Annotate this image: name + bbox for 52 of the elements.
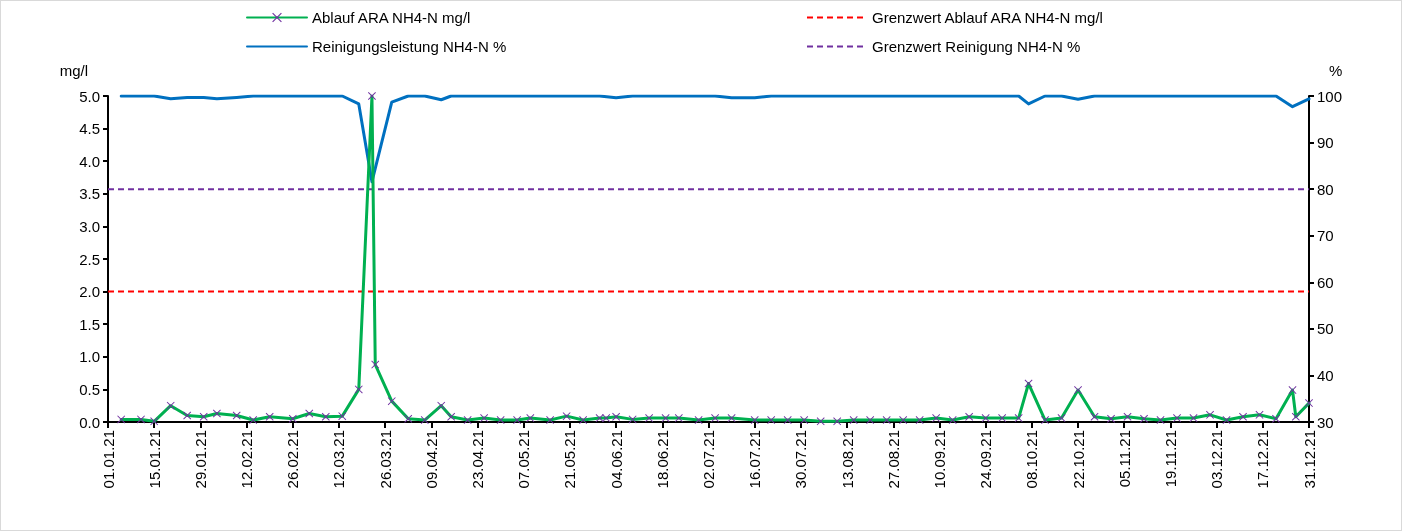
- x-tick-label: 29.01.21: [191, 430, 209, 489]
- legend-label: Ablauf ARA NH4-N mg/l: [312, 9, 471, 26]
- y-axis-title: mg/l: [59, 62, 88, 79]
- x-tick-label: 18.06.21: [653, 430, 671, 489]
- x-tick-label: 01.01.21: [99, 430, 117, 489]
- x-tick-label: 27.08.21: [884, 430, 902, 489]
- x-tick-label: 10.09.21: [930, 430, 948, 489]
- x-tick-label: 22.10.21: [1069, 430, 1087, 489]
- x-tick-label: 07.05.21: [515, 430, 533, 489]
- legend-label: Grenzwert Reinigung NH4-N %: [872, 38, 1081, 55]
- x-tick-label: 03.12.21: [1208, 430, 1226, 489]
- x-tick-label: 16.07.21: [746, 430, 764, 489]
- x-tick-label: 09.04.21: [422, 430, 440, 489]
- x-tick-label: 31.12.21: [1300, 430, 1318, 489]
- y-tick-label: 4.5: [79, 120, 100, 138]
- y-tick-label: 3.0: [79, 217, 100, 235]
- y-tick-label: 0.0: [79, 413, 100, 431]
- x-tick-label: 24.09.21: [977, 430, 995, 489]
- x-tick-label: 21.05.21: [561, 430, 579, 489]
- x-tick-label: 30.07.21: [792, 430, 810, 489]
- x-tick-label: 19.11.21: [1161, 430, 1179, 488]
- x-tick-label: 26.02.21: [284, 430, 302, 489]
- x-tick-label: 26.03.21: [376, 430, 394, 489]
- y-tick-label: 1.5: [79, 315, 100, 333]
- y-tick-label: 4.0: [79, 152, 100, 170]
- y-tick-label: 0.5: [79, 380, 100, 398]
- y2-axis-title: %: [1329, 62, 1343, 79]
- legend-label: Reinigungsleistung NH4-N %: [312, 38, 507, 55]
- x-tick-label: 12.03.21: [330, 430, 348, 489]
- y-tick-label: 1.0: [79, 348, 100, 366]
- y2-tick-label: 60: [1317, 273, 1334, 291]
- x-tick-label: 17.12.21: [1254, 430, 1272, 489]
- y2-tick-label: 100: [1317, 87, 1343, 105]
- x-tick-label: 12.02.21: [238, 430, 256, 489]
- x-tick-label: 13.08.21: [838, 430, 856, 489]
- y2-tick-label: 90: [1317, 134, 1334, 152]
- y2-tick-label: 40: [1317, 366, 1334, 384]
- x-tick-label: 08.10.21: [1023, 430, 1041, 489]
- x-tick-label: 04.06.21: [607, 430, 625, 489]
- y-tick-label: 2.0: [79, 283, 100, 301]
- y2-tick-label: 50: [1317, 320, 1334, 338]
- y2-tick-label: 80: [1317, 180, 1334, 198]
- y-tick-label: 3.5: [79, 185, 100, 203]
- y-tick-label: 5.0: [79, 87, 100, 105]
- y2-tick-label: 30: [1317, 413, 1334, 431]
- legend-label: Grenzwert Ablauf ARA NH4-N mg/l: [872, 9, 1103, 26]
- y2-tick-label: 70: [1317, 227, 1334, 245]
- x-tick-label: 15.01.21: [145, 430, 163, 489]
- y-tick-label: 2.5: [79, 250, 100, 268]
- x-tick-label: 02.07.21: [700, 430, 717, 489]
- x-tick-label: 23.04.21: [469, 430, 487, 489]
- x-tick-label: 05.11.21: [1115, 430, 1133, 488]
